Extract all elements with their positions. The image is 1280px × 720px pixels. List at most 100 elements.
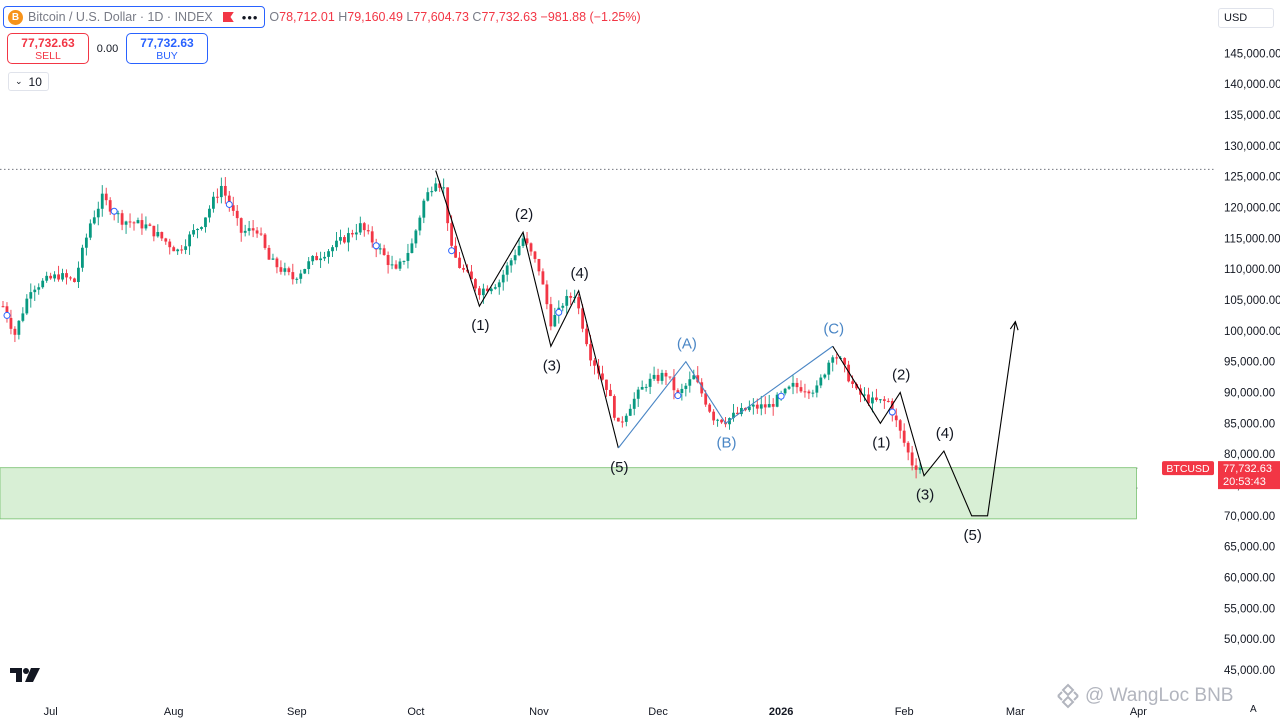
event-marker[interactable]: [448, 247, 456, 255]
candle[interactable]: [684, 382, 688, 397]
candle[interactable]: [235, 204, 239, 226]
candle[interactable]: [561, 302, 565, 312]
candle[interactable]: [81, 244, 84, 272]
event-marker[interactable]: [3, 311, 11, 319]
candle[interactable]: [867, 387, 870, 406]
candle[interactable]: [53, 271, 57, 282]
sell-button[interactable]: 77,732.63 SELL: [7, 33, 89, 64]
candle[interactable]: [196, 228, 199, 239]
candle[interactable]: [128, 213, 132, 228]
candle[interactable]: [624, 413, 628, 427]
candle[interactable]: [605, 379, 608, 397]
candle[interactable]: [73, 277, 76, 283]
buy-button[interactable]: 77,732.63 BUY: [126, 33, 208, 64]
candle[interactable]: [501, 269, 505, 291]
candle[interactable]: [49, 272, 53, 280]
candle[interactable]: [474, 277, 477, 292]
candle[interactable]: [354, 223, 358, 241]
candle[interactable]: [120, 209, 124, 231]
candle[interactable]: [914, 458, 918, 479]
candle[interactable]: [458, 252, 461, 269]
candle[interactable]: [660, 369, 664, 385]
candle[interactable]: [275, 256, 279, 274]
support-zone[interactable]: [0, 467, 1137, 520]
candle[interactable]: [188, 231, 191, 255]
candle[interactable]: [581, 304, 585, 333]
candle[interactable]: [65, 269, 68, 285]
candle[interactable]: [688, 371, 692, 393]
candle[interactable]: [871, 391, 874, 413]
candle[interactable]: [807, 389, 811, 400]
candle[interactable]: [108, 197, 112, 215]
candle[interactable]: [212, 191, 215, 213]
event-marker[interactable]: [225, 200, 233, 208]
candle[interactable]: [168, 238, 172, 255]
candle[interactable]: [37, 283, 41, 295]
candle[interactable]: [92, 210, 96, 225]
candle[interactable]: [339, 229, 342, 245]
candle[interactable]: [263, 232, 267, 250]
candle[interactable]: [478, 285, 481, 300]
candle[interactable]: [759, 395, 763, 416]
candle[interactable]: [323, 251, 326, 262]
candle[interactable]: [855, 382, 858, 391]
candle[interactable]: [815, 380, 819, 398]
currency-selector[interactable]: USD: [1218, 8, 1274, 28]
candle[interactable]: [708, 403, 712, 414]
wave-line[interactable]: [435, 170, 619, 449]
candle[interactable]: [513, 249, 517, 265]
candle[interactable]: [9, 309, 13, 335]
candle[interactable]: [57, 265, 60, 282]
candle[interactable]: [775, 392, 779, 408]
candle[interactable]: [565, 289, 569, 314]
candle[interactable]: [831, 355, 835, 372]
candle[interactable]: [247, 220, 251, 236]
candle[interactable]: [144, 216, 148, 231]
candle[interactable]: [902, 423, 906, 447]
candle[interactable]: [283, 262, 287, 276]
candle[interactable]: [223, 177, 227, 204]
candle[interactable]: [795, 377, 799, 394]
wave-line[interactable]: [617, 345, 834, 449]
candle[interactable]: [783, 387, 787, 396]
candle[interactable]: [470, 265, 473, 280]
candle[interactable]: [267, 245, 271, 260]
candle[interactable]: [585, 323, 588, 347]
candle[interactable]: [61, 268, 64, 282]
candle[interactable]: [485, 285, 489, 292]
candle[interactable]: [255, 227, 259, 238]
candle[interactable]: [418, 215, 422, 236]
candle[interactable]: [640, 380, 644, 390]
candle[interactable]: [549, 296, 553, 331]
candle[interactable]: [569, 292, 573, 306]
candle[interactable]: [350, 229, 354, 238]
candle[interactable]: [616, 417, 620, 422]
candle[interactable]: [799, 380, 803, 393]
candle[interactable]: [898, 418, 902, 439]
candle[interactable]: [136, 217, 140, 224]
candle[interactable]: [184, 239, 188, 255]
candle[interactable]: [84, 233, 88, 256]
candle[interactable]: [525, 231, 529, 246]
candle[interactable]: [132, 221, 136, 231]
candle[interactable]: [537, 258, 541, 276]
candle[interactable]: [442, 178, 446, 196]
candle[interactable]: [886, 398, 890, 403]
candle[interactable]: [327, 249, 330, 264]
candle[interactable]: [239, 217, 243, 242]
candle[interactable]: [751, 398, 755, 415]
indicator-toggle[interactable]: ⌄ 10: [8, 72, 49, 91]
candle[interactable]: [628, 404, 632, 417]
candle[interactable]: [251, 220, 255, 238]
candle[interactable]: [787, 385, 791, 390]
event-marker[interactable]: [555, 308, 563, 316]
candle[interactable]: [875, 388, 878, 402]
event-marker[interactable]: [777, 392, 785, 400]
candle[interactable]: [632, 392, 636, 416]
candle[interactable]: [712, 409, 716, 425]
candle[interactable]: [45, 271, 49, 283]
candle[interactable]: [577, 293, 581, 315]
candle[interactable]: [680, 383, 684, 401]
candle[interactable]: [652, 366, 656, 381]
candle[interactable]: [823, 373, 827, 380]
